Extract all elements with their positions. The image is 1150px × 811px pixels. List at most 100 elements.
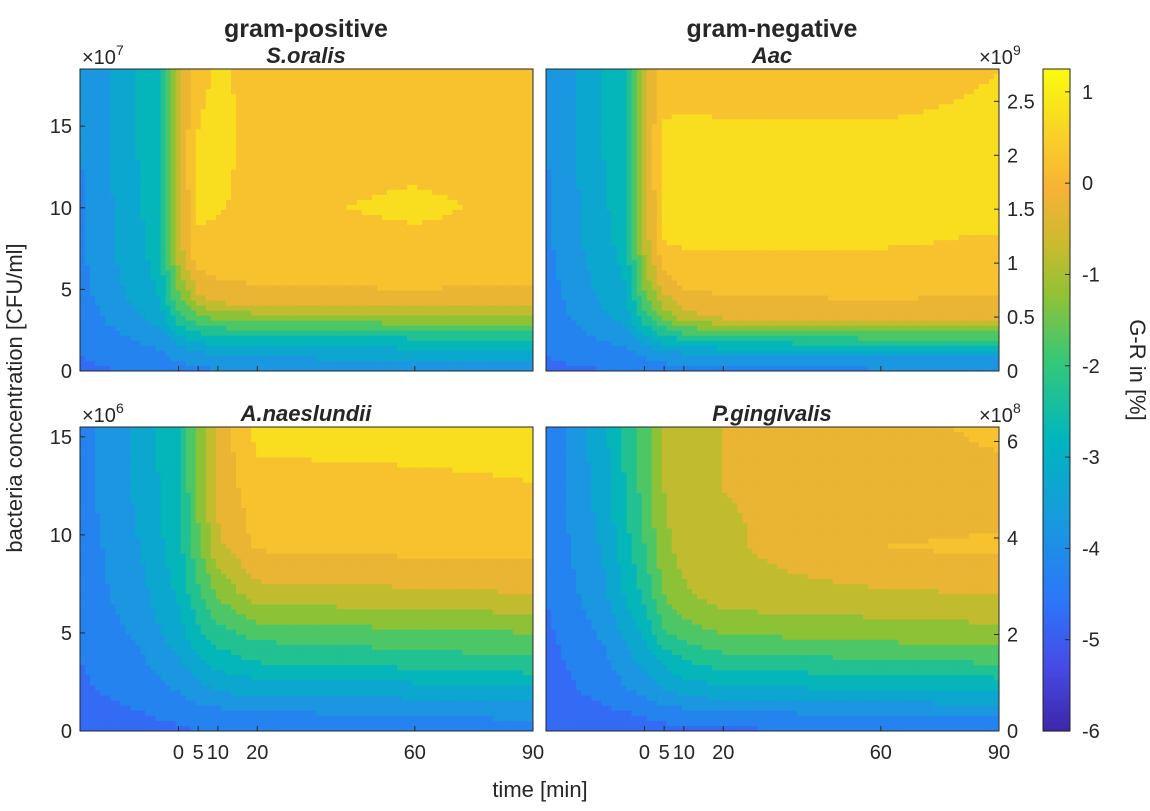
contour-cell [266, 189, 272, 196]
contour-cell [467, 189, 474, 196]
contour-cell [477, 194, 484, 201]
contour-cell [205, 285, 212, 292]
contour-cell [346, 184, 353, 191]
contour-cell [336, 250, 343, 256]
contour-cell [225, 154, 232, 161]
contour-cell [397, 109, 403, 115]
contour-cell [462, 134, 469, 141]
contour-cell [125, 230, 131, 236]
contour-cell [130, 270, 136, 276]
contour-cell [236, 290, 242, 297]
contour-cell [361, 134, 368, 141]
contour-cell [145, 220, 152, 226]
contour-cell [95, 104, 101, 110]
contour-cell [356, 365, 363, 371]
contour-cell [105, 189, 111, 196]
contour-cell [371, 84, 378, 90]
contour-cell [492, 275, 499, 281]
contour-cell [462, 305, 469, 312]
contour-cell [190, 290, 197, 297]
contour-cell [346, 365, 353, 371]
contour-cell [160, 360, 167, 367]
contour-cell [432, 340, 438, 347]
contour-cell [266, 179, 272, 186]
contour-cell [467, 285, 474, 292]
contour-cell [477, 129, 484, 136]
contour-cell [80, 89, 86, 95]
contour-cell [155, 320, 162, 327]
contour-cell [286, 255, 292, 261]
contour-cell [140, 315, 147, 322]
contour-cell [120, 300, 126, 307]
contour-cell [442, 209, 449, 216]
contour-cell [296, 280, 303, 287]
contour-cell [482, 250, 489, 256]
contour-cell [175, 265, 182, 271]
contour-cell [392, 360, 398, 367]
contour-cell [115, 109, 121, 115]
contour-cell [115, 99, 121, 105]
contour-cell [286, 184, 292, 191]
contour-cell [442, 104, 449, 110]
contour-cell [392, 114, 398, 120]
contour-cell [326, 204, 333, 211]
contour-cell [351, 209, 358, 216]
contour-cell [432, 285, 438, 292]
contour-cell [210, 235, 217, 241]
contour-cell [251, 335, 257, 342]
contour-cell [281, 235, 287, 241]
contour-cell [95, 240, 101, 246]
contour-cell [361, 164, 368, 171]
contour-cell [170, 114, 177, 120]
contour-cell [326, 310, 333, 317]
contour-cell [442, 355, 449, 362]
contour-cell [326, 79, 333, 85]
contour-cell [296, 275, 303, 281]
contour-cell [236, 280, 242, 287]
contour-cell [80, 79, 86, 85]
contour-cell [321, 99, 328, 105]
contour-cell [447, 144, 454, 151]
contour-cell [482, 74, 489, 80]
contour-cell [150, 255, 157, 261]
contour-cell [477, 295, 484, 302]
contour-cell [402, 255, 408, 261]
contour-cell [210, 94, 217, 100]
contour-cell [361, 144, 368, 151]
contour-cell [266, 270, 272, 276]
contour-cell [477, 184, 484, 191]
contour-cell [286, 74, 292, 80]
contour-cell [306, 204, 313, 211]
contour-cell [477, 230, 484, 236]
contour-cell [120, 280, 126, 287]
contour-cell [331, 280, 338, 287]
contour-cell [95, 275, 101, 281]
contour-cell [341, 360, 348, 367]
contour-cell [366, 345, 373, 352]
contour-cell [452, 310, 459, 317]
contour-cell [301, 295, 308, 302]
contour-cell [427, 69, 433, 75]
contour-cell [145, 119, 152, 125]
contour-cell [472, 189, 479, 196]
contour-cell [387, 139, 393, 146]
contour-cell [442, 159, 449, 166]
contour-cell [487, 109, 494, 115]
contour-cell [387, 79, 393, 85]
contour-cell [351, 94, 358, 100]
contour-cell [442, 189, 449, 196]
contour-cell [266, 209, 272, 216]
contour-cell [387, 144, 393, 151]
contour-cell [331, 79, 338, 85]
contour-cell [246, 129, 252, 136]
contour-cell [140, 260, 147, 266]
contour-cell [427, 270, 433, 276]
contour-cell [231, 250, 237, 256]
contour-cell [301, 94, 308, 100]
contour-cell [422, 179, 428, 186]
contour-cell [85, 119, 91, 125]
contour-cell [200, 134, 207, 141]
contour-cell [100, 340, 106, 347]
contour-cell [205, 220, 212, 226]
contour-cell [220, 124, 227, 130]
